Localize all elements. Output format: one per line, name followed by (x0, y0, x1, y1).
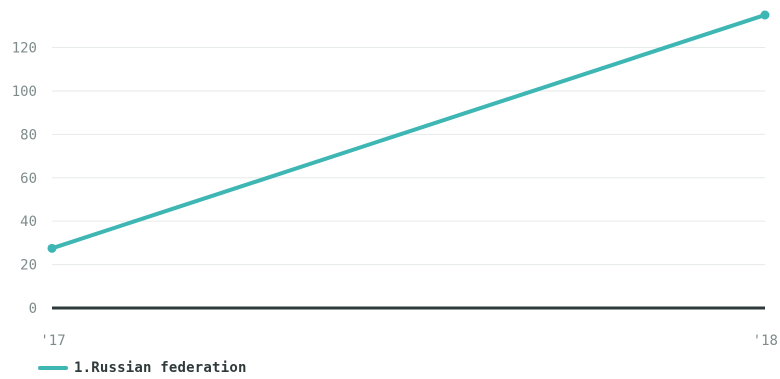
legend-label: 1.Russian federation (74, 360, 247, 376)
data-point-0-1[interactable] (760, 10, 770, 20)
y-tick-label-20: 20 (20, 258, 37, 274)
y-axis-ticks: 0 20 40 60 80 100 120 (12, 41, 37, 317)
data-point-0-0[interactable] (47, 243, 57, 253)
y-tick-label-100: 100 (12, 84, 37, 100)
legend-swatch (38, 366, 68, 370)
y-tick-label-120: 120 (12, 41, 37, 57)
x-tick-label-0: '17 (40, 333, 65, 349)
gridlines (52, 47, 765, 266)
y-tick-label-80: 80 (20, 127, 37, 143)
x-axis-ticks: '17 '18 (40, 333, 778, 349)
legend: 1.Russian federation (38, 360, 247, 376)
y-tick-label-60: 60 (20, 171, 37, 187)
series-group (47, 10, 770, 253)
y-tick-label-0: 0 (29, 301, 37, 317)
x-tick-label-1: '18 (753, 333, 778, 349)
y-tick-label-40: 40 (20, 214, 37, 230)
series-line-0 (50, 13, 767, 251)
